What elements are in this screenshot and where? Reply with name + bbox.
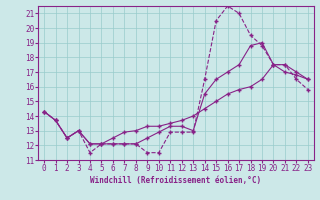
- X-axis label: Windchill (Refroidissement éolien,°C): Windchill (Refroidissement éolien,°C): [91, 176, 261, 185]
